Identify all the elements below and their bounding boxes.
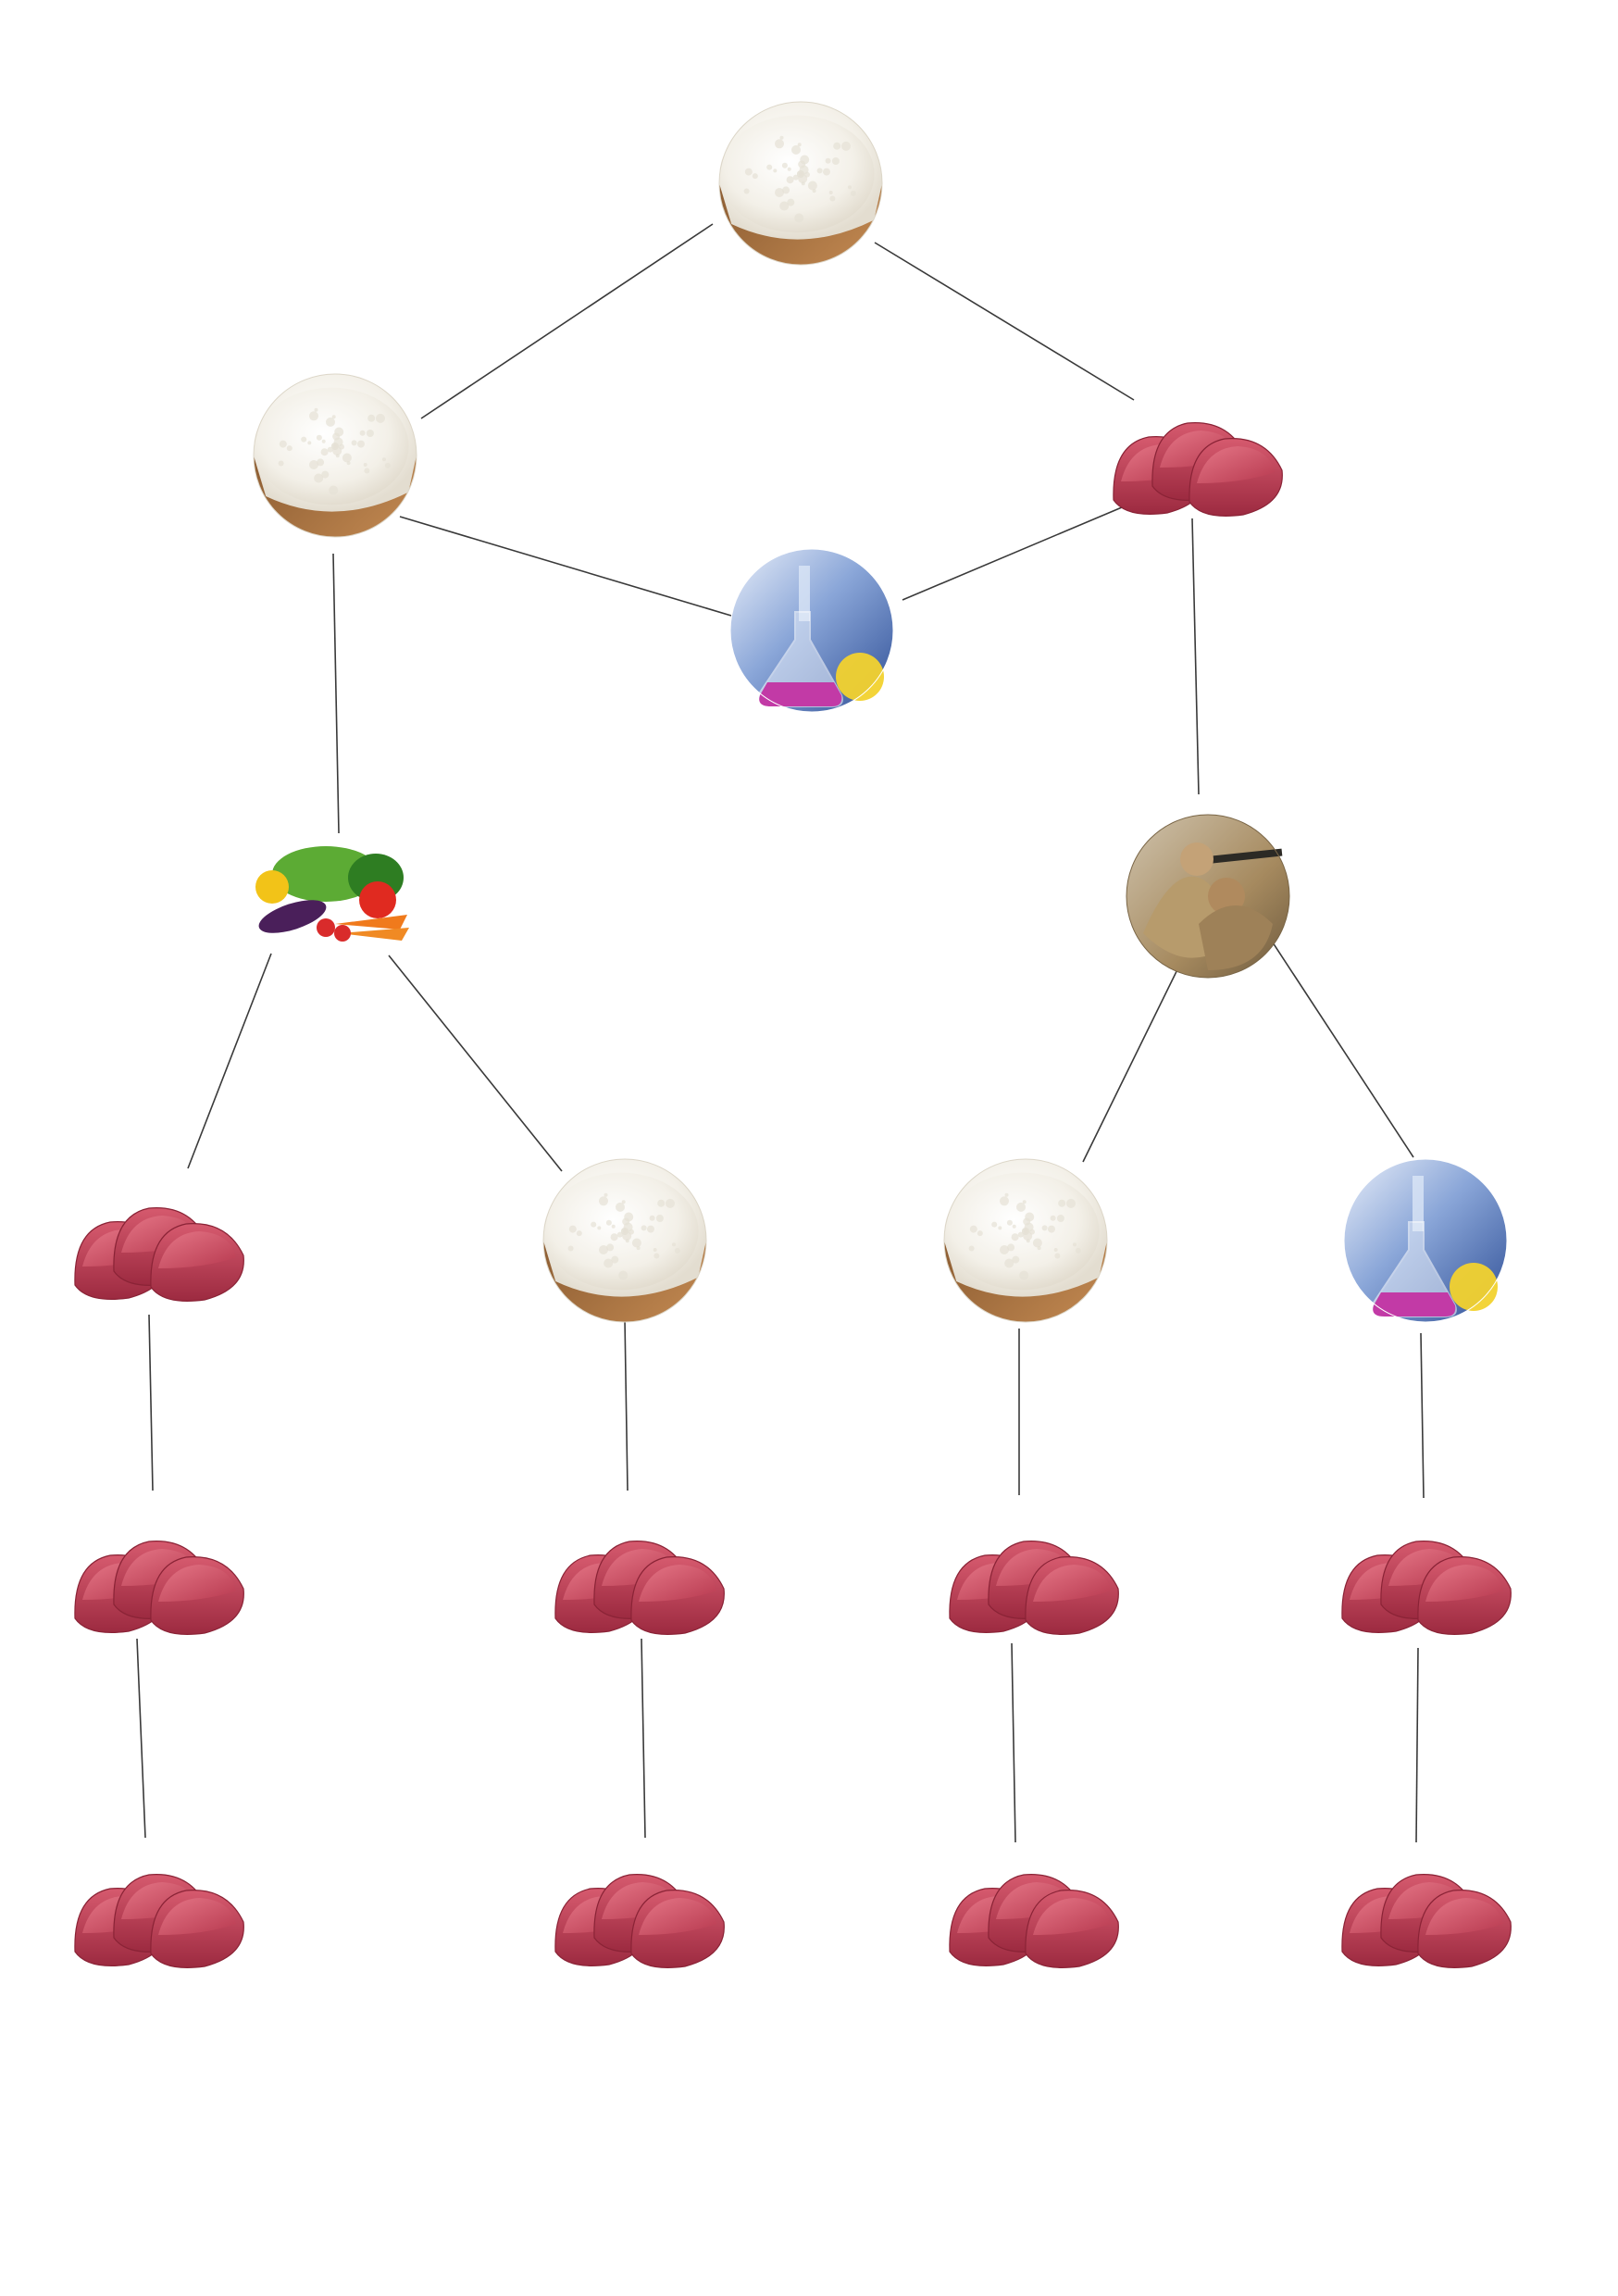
edge-n11-n15: [136, 1638, 146, 1839]
edge-n6-n10: [1270, 939, 1414, 1158]
edge-n2-n4: [399, 516, 732, 617]
meat-icon: [949, 1532, 1119, 1635]
meat-icon: [74, 1199, 244, 1302]
edge-n1-n2: [420, 223, 714, 419]
edge-n10-n14: [1420, 1332, 1425, 1499]
chemistry-flask-icon: [729, 548, 894, 713]
edge-n1-n3: [874, 242, 1135, 401]
meat-icon: [74, 1866, 244, 1968]
edge-n7-n11: [148, 1314, 154, 1491]
chemistry-flask-icon: [1343, 1158, 1508, 1323]
edge-n14-n18: [1415, 1647, 1419, 1843]
soldiers-icon: [1126, 814, 1290, 979]
flour-icon: [253, 373, 417, 538]
meat-icon: [74, 1532, 244, 1635]
meat-icon: [1341, 1532, 1512, 1635]
edge-layer: [136, 223, 1425, 1843]
edge-n5-n8: [388, 955, 563, 1172]
edge-n3-n4: [902, 506, 1123, 601]
edge-n12-n16: [641, 1638, 646, 1839]
edge-n8-n12: [624, 1318, 629, 1491]
node-layer: [74, 101, 1512, 1968]
flour-icon: [718, 101, 883, 266]
meat-icon: [1113, 414, 1283, 517]
meat-icon: [554, 1866, 725, 1968]
flour-icon: [943, 1158, 1108, 1323]
edge-n13-n17: [1011, 1642, 1016, 1843]
meat-icon: [1341, 1866, 1512, 1968]
flour-icon: [542, 1158, 707, 1323]
edge-n6-n9: [1082, 957, 1184, 1163]
meat-icon: [949, 1866, 1119, 1968]
vegetables-icon: [252, 837, 418, 955]
meat-icon: [554, 1532, 725, 1635]
edge-n3-n6: [1191, 518, 1200, 795]
edge-n2-n5: [332, 553, 340, 834]
edge-n5-n7: [187, 953, 272, 1169]
